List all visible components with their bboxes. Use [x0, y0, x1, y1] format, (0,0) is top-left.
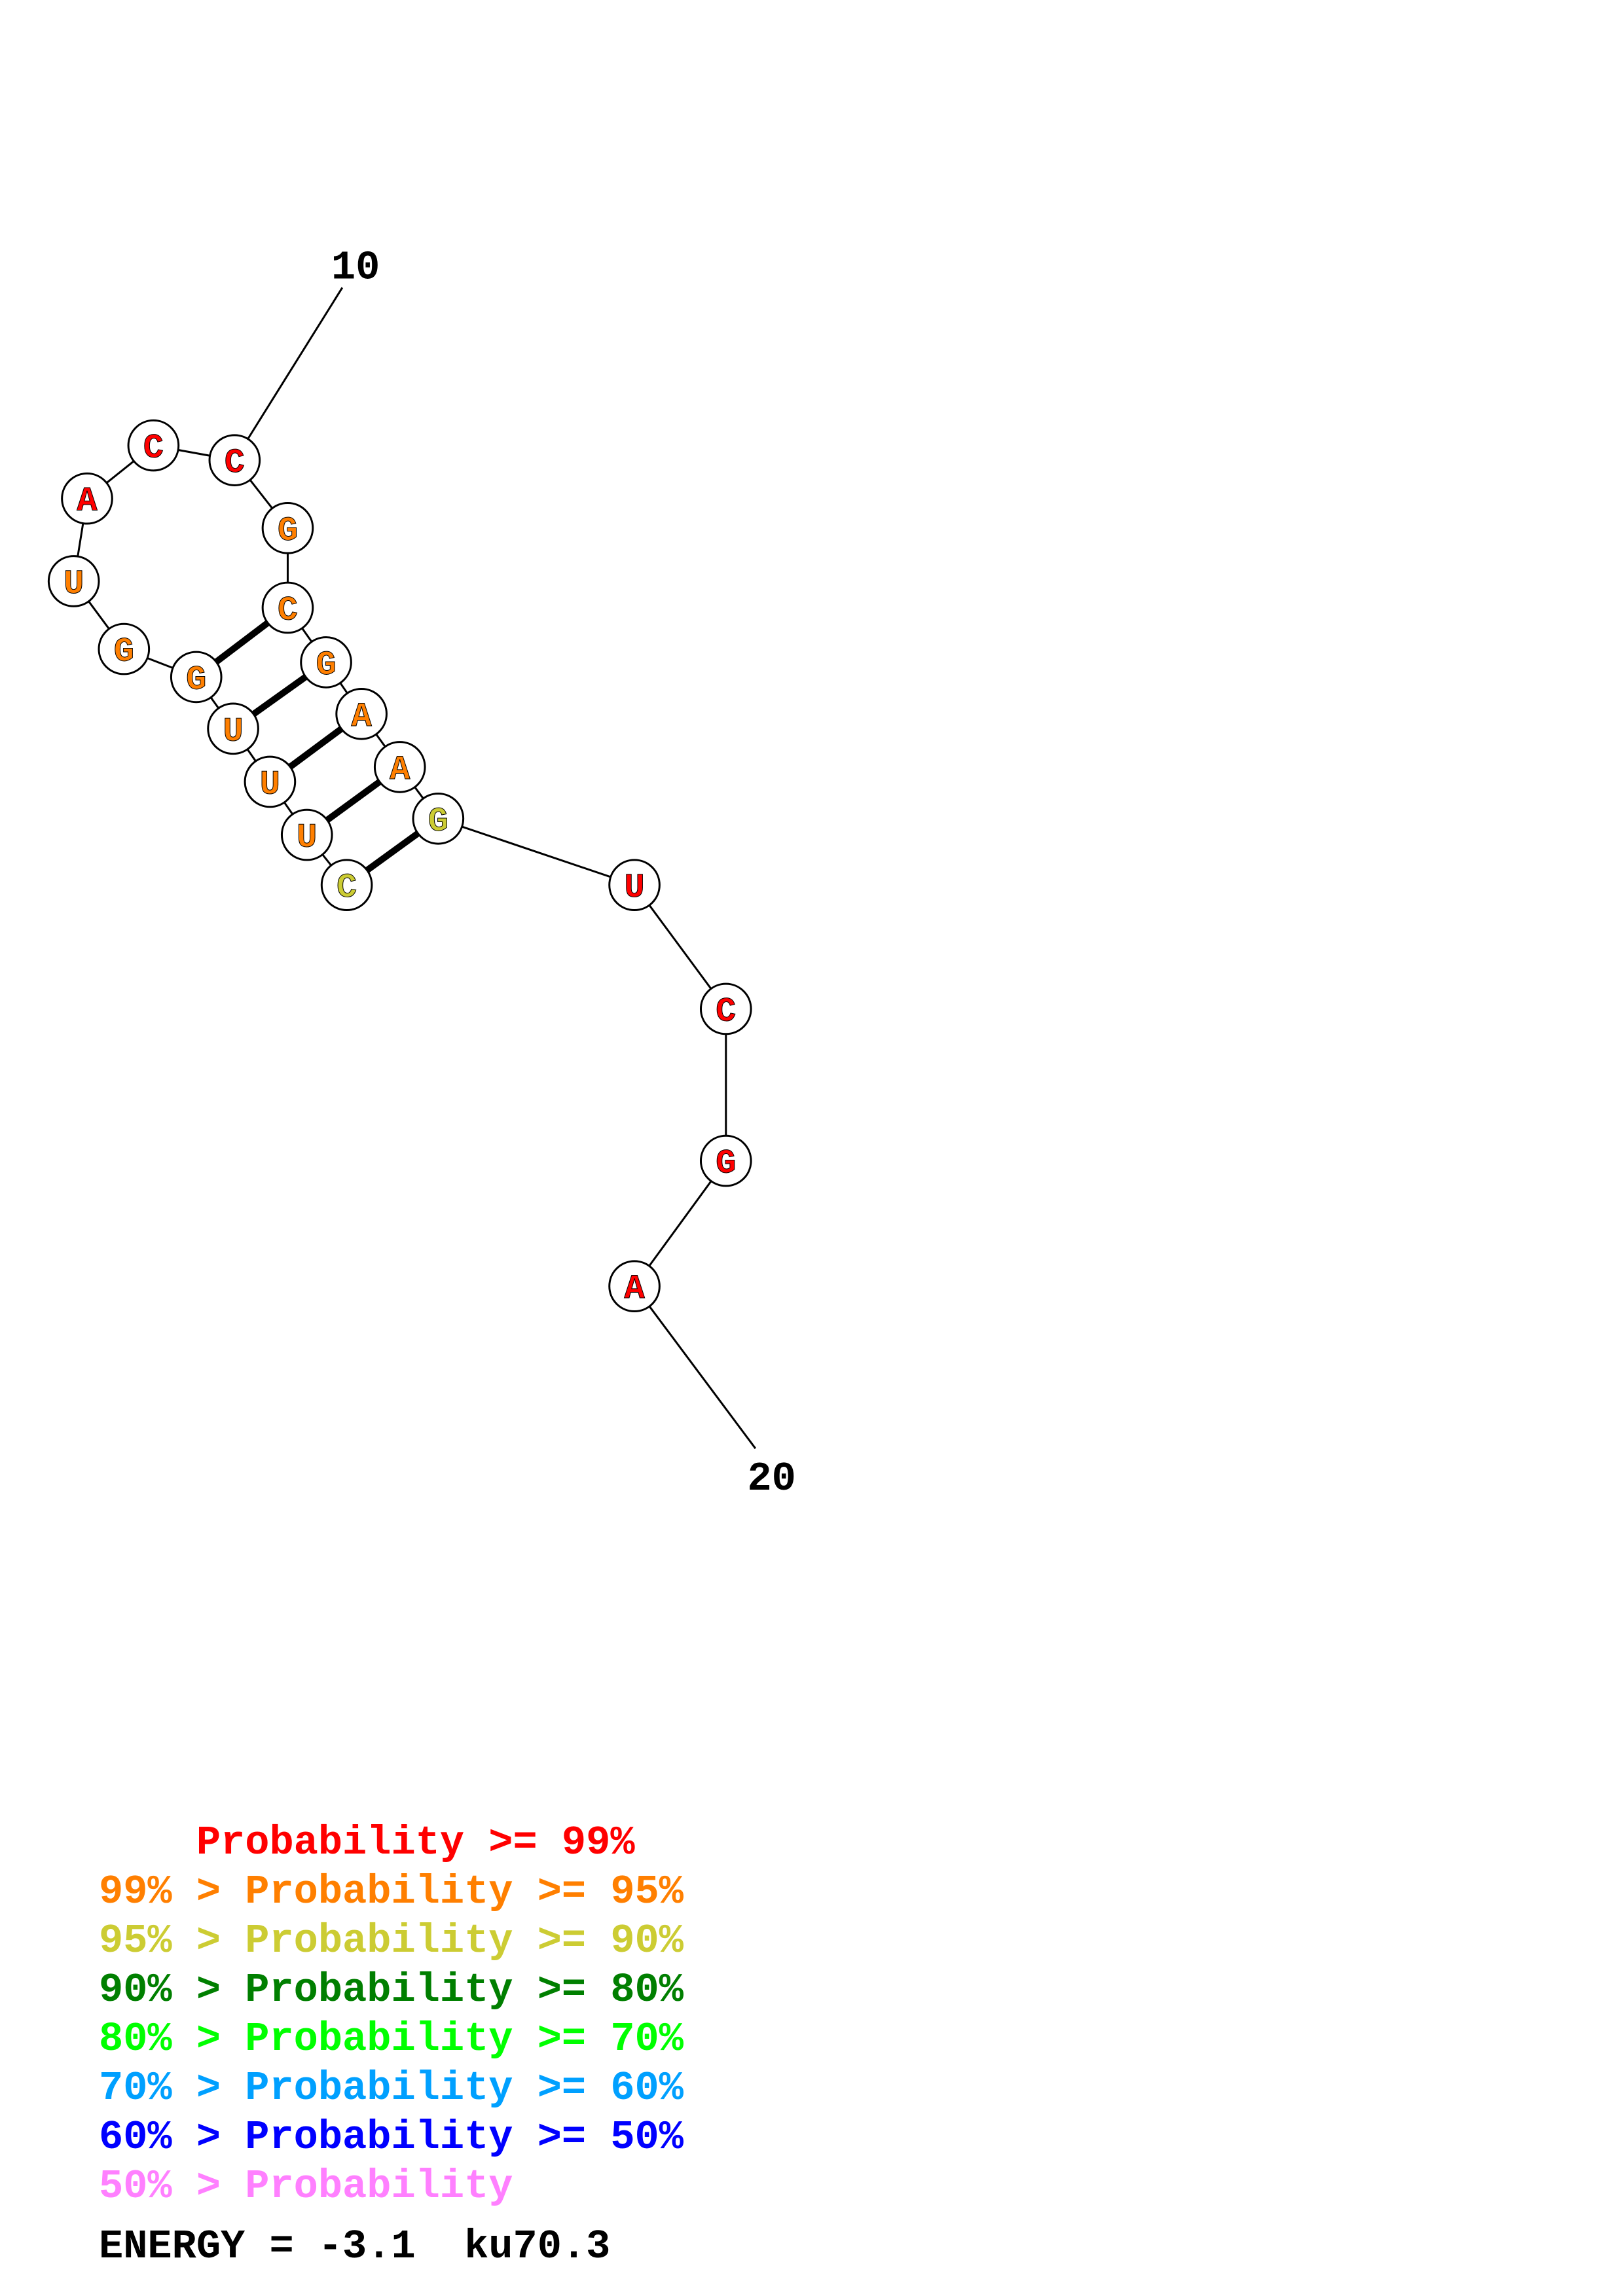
nucleotide-letter: A	[352, 698, 373, 736]
nucleotide-letter: G	[114, 633, 134, 672]
nucleotide-node: C	[208, 434, 261, 486]
nucleotide-letter: U	[260, 765, 280, 804]
nucleotide-letter: A	[77, 482, 98, 521]
nucleotide-node: A	[608, 1260, 661, 1312]
nucleotide-circle	[244, 755, 297, 808]
nucleotide-circle	[608, 859, 661, 911]
nucleotide-letter: G	[316, 646, 336, 685]
nucleotide-circle	[300, 636, 352, 689]
probability-legend: Probability >= 99% 99% > Probability >= 9…	[99, 1818, 819, 2211]
nucleotide-circle	[699, 982, 752, 1035]
nucleotide-circle	[261, 501, 314, 554]
nucleotide-letter: G	[278, 512, 298, 550]
nucleotide-circle	[207, 702, 259, 755]
nucleotide-letter: C	[225, 444, 245, 482]
nucleotide-circle	[699, 1134, 752, 1187]
nucleotide-letter: U	[64, 565, 84, 603]
nucleotide-circle	[61, 472, 113, 525]
nucleotide-node: G	[699, 1134, 752, 1187]
nucleotide-circle	[170, 651, 223, 704]
nucleotide-circle	[608, 1260, 661, 1312]
nucleotide-letter: A	[390, 751, 410, 789]
nucleotide-node: U	[608, 859, 661, 911]
numbering-tick-lines	[234, 287, 757, 1449]
legend-row: 70% > Probability >= 60%	[99, 2065, 684, 2111]
nucleotide-node: C	[261, 581, 314, 634]
numbering-labels: 10 20	[331, 245, 796, 1502]
nucleotide-circle	[208, 434, 261, 486]
nucleotide-node: U	[207, 702, 259, 755]
nucleotide-node: U	[280, 808, 333, 861]
legend-row: 80% > Probability >= 70%	[99, 2016, 684, 2062]
legend-row: 60% > Probability >= 50%	[99, 2114, 684, 2161]
nucleotide-node: A	[335, 687, 388, 740]
nucleotide-node: U	[244, 755, 297, 808]
nucleotide-node: G	[98, 622, 151, 675]
legend-row: 95% > Probability >= 90%	[99, 1918, 684, 1964]
legend-row: 50% > Probability	[99, 2163, 513, 2210]
nucleotide-circle	[127, 419, 180, 472]
legend-row: 99% > Probability >= 95%	[99, 1869, 684, 1915]
nucleotide-circle	[373, 741, 426, 793]
nucleotide-letter: C	[716, 992, 736, 1031]
numbering-label: 20	[747, 1456, 795, 1502]
nucleotide-node: G	[300, 636, 352, 689]
legend-row: 90% > Probability >= 80%	[99, 1967, 684, 2013]
numbering-tick-line	[633, 1285, 757, 1449]
numbering-label: 10	[331, 245, 380, 291]
backbone-segment	[437, 817, 635, 886]
nucleotide-circle	[412, 792, 465, 845]
nucleotide-node: A	[61, 472, 113, 525]
nucleotide-letter: C	[337, 869, 357, 907]
nucleotide-circle	[280, 808, 333, 861]
nucleotide-letter: G	[186, 660, 206, 699]
nucleotide-node: G	[170, 651, 223, 704]
nucleotide-node: A	[373, 741, 426, 793]
nucleotide-letter: U	[624, 869, 644, 907]
nucleotide-circle	[261, 581, 314, 634]
nucleotide-letter: G	[716, 1145, 736, 1183]
numbering-tick-line	[234, 287, 344, 461]
nucleotide-letter: U	[223, 712, 243, 751]
nucleotide-node: C	[127, 419, 180, 472]
legend-row: Probability >= 99%	[99, 1820, 635, 1866]
nucleotide-letter: C	[143, 429, 164, 468]
nucleotide-node: G	[261, 501, 314, 554]
nucleotide-node: C	[699, 982, 752, 1035]
nucleotide-circle	[335, 687, 388, 740]
nucleotide-letter: U	[297, 819, 317, 857]
nucleotide-circle	[47, 555, 100, 607]
nucleotide-node: C	[320, 859, 373, 911]
nucleotide-circle	[98, 622, 151, 675]
nucleotide-node: G	[412, 792, 465, 845]
nucleotide-letter: G	[428, 802, 448, 841]
nucleotide-circle	[320, 859, 373, 911]
nucleotide-letter: A	[624, 1270, 645, 1308]
energy-label: ENERGY = -3.1 ku70.3	[99, 2223, 611, 2270]
nucleotide-letter: C	[278, 591, 298, 630]
nucleotide-node: U	[47, 555, 100, 607]
